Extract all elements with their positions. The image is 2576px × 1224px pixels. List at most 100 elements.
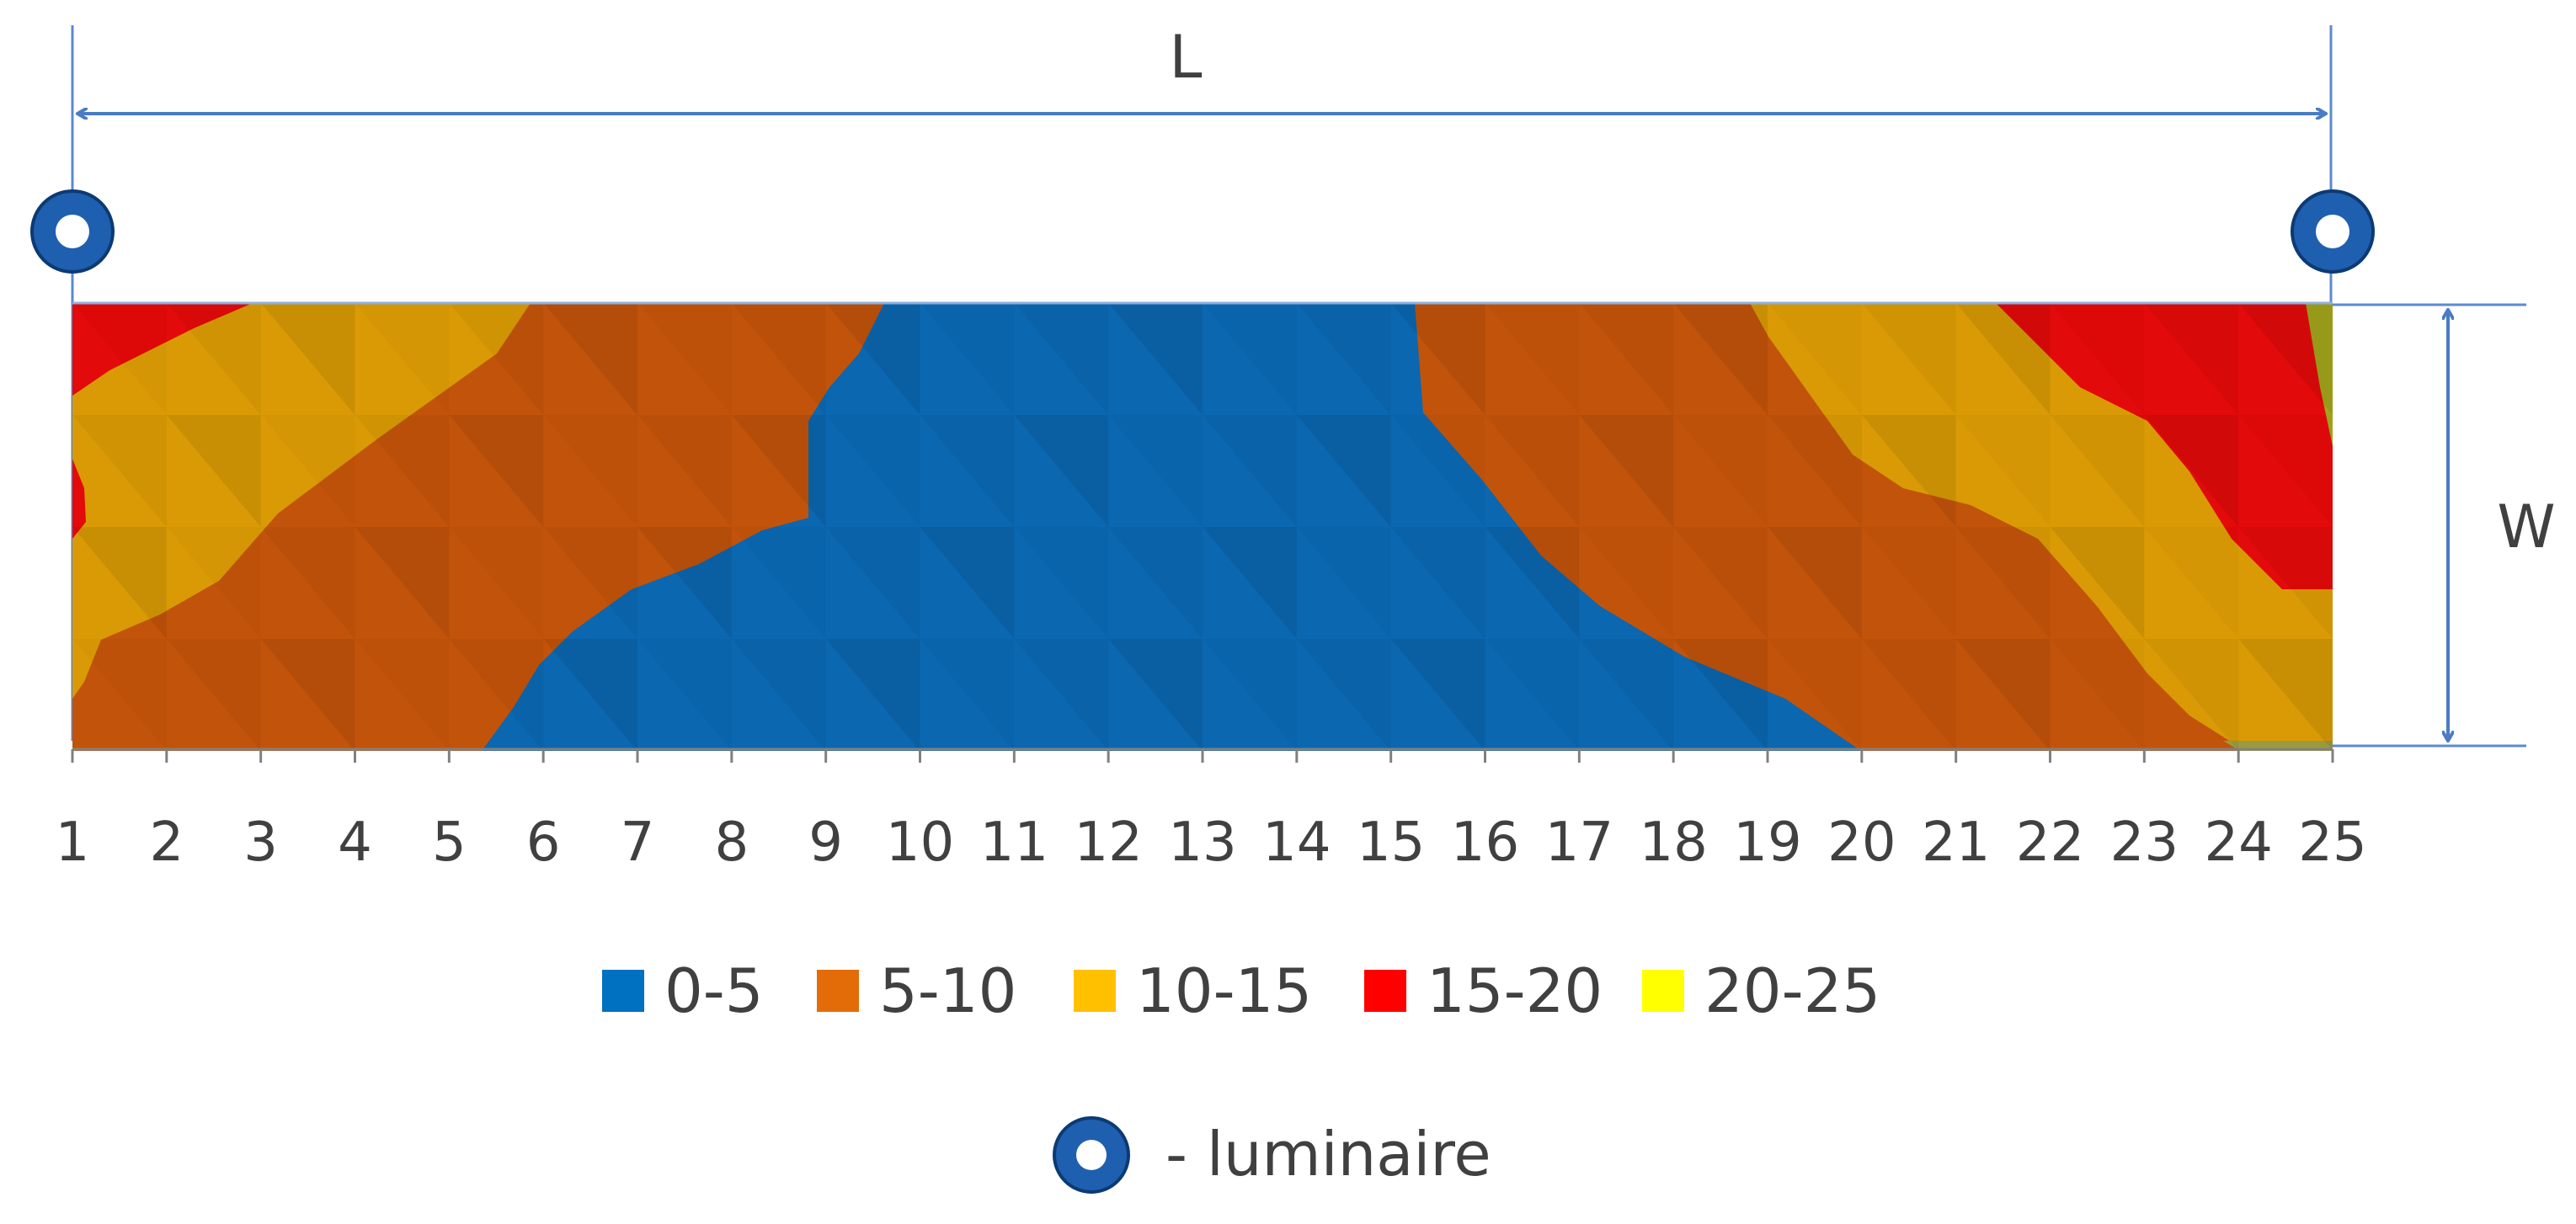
legend-item: 10-15 bbox=[1074, 955, 1312, 1026]
facet bbox=[2144, 303, 2239, 415]
facet bbox=[1768, 415, 1862, 527]
facet bbox=[449, 639, 544, 751]
facet bbox=[2144, 415, 2239, 527]
facet bbox=[1296, 639, 1391, 751]
band-15-20-right bbox=[1996, 303, 2333, 589]
facet bbox=[731, 415, 826, 527]
x-tick-label: 10 bbox=[886, 812, 954, 874]
facet bbox=[72, 415, 167, 527]
x-tick-label: 17 bbox=[1545, 812, 1613, 874]
band-15-20-left-top bbox=[72, 303, 253, 396]
facet-shading bbox=[72, 303, 2333, 751]
facet bbox=[1673, 639, 1768, 751]
legend-item: 20-25 bbox=[1642, 955, 1880, 1026]
facet bbox=[1203, 415, 1297, 527]
facet bbox=[1390, 303, 1485, 415]
facet bbox=[72, 527, 167, 639]
x-tick-label: 22 bbox=[2016, 812, 2084, 874]
facet bbox=[1203, 527, 1297, 639]
facet bbox=[1014, 303, 1109, 415]
x-tick-label: 12 bbox=[1074, 812, 1142, 874]
facet bbox=[920, 527, 1015, 639]
facet bbox=[2050, 527, 2145, 639]
x-tick-label: 24 bbox=[2204, 812, 2272, 874]
legend-item: 5-10 bbox=[817, 955, 1016, 1026]
facet bbox=[637, 415, 732, 527]
facet bbox=[355, 527, 450, 639]
x-tick-label: 15 bbox=[1357, 812, 1425, 874]
legend-label: 15-20 bbox=[1427, 955, 1603, 1026]
legend: 0-5 5-10 10-15 15-20 20-25 bbox=[602, 955, 1880, 1026]
facet bbox=[825, 639, 920, 751]
facet bbox=[1108, 303, 1203, 415]
facet bbox=[2050, 415, 2145, 527]
facet bbox=[449, 303, 544, 415]
legend-item: 15-20 bbox=[1364, 955, 1603, 1026]
facet bbox=[637, 527, 732, 639]
x-tick-label: 14 bbox=[1262, 812, 1331, 874]
x-tick-label: 5 bbox=[432, 812, 467, 874]
facet bbox=[1861, 639, 1956, 751]
facet bbox=[2144, 639, 2239, 751]
x-tick-label: 6 bbox=[526, 812, 561, 874]
facet bbox=[1579, 303, 1674, 415]
x-tick-label: 7 bbox=[621, 812, 655, 874]
facet bbox=[825, 527, 920, 639]
facet bbox=[825, 303, 920, 415]
luminaires bbox=[30, 189, 2375, 274]
facet bbox=[1673, 303, 1768, 415]
facet bbox=[1768, 527, 1862, 639]
x-tick-label: 18 bbox=[1639, 812, 1707, 874]
facet bbox=[543, 639, 637, 751]
facet bbox=[1296, 303, 1391, 415]
facet bbox=[1579, 639, 1674, 751]
facet bbox=[1390, 527, 1485, 639]
facet bbox=[1108, 527, 1203, 639]
facet bbox=[260, 639, 355, 751]
facet bbox=[1485, 527, 1580, 639]
x-tick-label: 3 bbox=[243, 812, 278, 874]
facet bbox=[1296, 415, 1391, 527]
heatmap-plot bbox=[72, 303, 2333, 751]
facet bbox=[543, 527, 637, 639]
band-10-15-left bbox=[72, 303, 531, 699]
legend-label: 0-5 bbox=[664, 955, 764, 1026]
facet bbox=[1014, 639, 1109, 751]
facet bbox=[166, 303, 261, 415]
facet bbox=[543, 303, 637, 415]
facet bbox=[2238, 527, 2333, 639]
band-20-25-right-edge bbox=[2306, 303, 2333, 446]
facet bbox=[1861, 415, 1956, 527]
facet bbox=[1955, 527, 2051, 639]
facet bbox=[260, 527, 355, 639]
legend-swatch bbox=[602, 970, 644, 1012]
facet bbox=[1861, 303, 1956, 415]
x-tick-label: 19 bbox=[1733, 812, 1801, 874]
facet bbox=[731, 639, 826, 751]
legend-swatch bbox=[1642, 970, 1684, 1012]
legend-label: 10-15 bbox=[1136, 955, 1312, 1026]
x-axis: 1 2 3 4 5 6 7 8 9 10 11 12 13 14 15 16 17 18 19 20 21 22 23 24 2… bbox=[56, 749, 2367, 874]
band-15-20-left-edge bbox=[72, 459, 86, 539]
band-0-5-center bbox=[482, 303, 1861, 751]
x-tick-label: 8 bbox=[714, 812, 749, 874]
length-label: L bbox=[1170, 23, 1203, 92]
width-label: W bbox=[2497, 492, 2555, 561]
luminaire-legend: - luminaire bbox=[1053, 1116, 1491, 1194]
luminaire-marker bbox=[30, 189, 115, 274]
legend-label: 5-10 bbox=[879, 955, 1016, 1026]
legend-item: 0-5 bbox=[602, 955, 764, 1026]
facet bbox=[2238, 639, 2333, 751]
facet bbox=[355, 415, 450, 527]
x-tick-label: 1 bbox=[56, 812, 90, 874]
legend-label: 20-25 bbox=[1704, 955, 1880, 1026]
legend-swatch bbox=[1364, 970, 1406, 1012]
x-tick-label: 25 bbox=[2298, 812, 2366, 874]
facet bbox=[1108, 639, 1203, 751]
x-tick-label: 11 bbox=[980, 812, 1048, 874]
facet bbox=[2238, 303, 2333, 415]
x-tick-label: 4 bbox=[338, 812, 372, 874]
x-tick-label: 23 bbox=[2110, 812, 2179, 874]
facet bbox=[166, 415, 261, 527]
facet bbox=[1390, 639, 1485, 751]
